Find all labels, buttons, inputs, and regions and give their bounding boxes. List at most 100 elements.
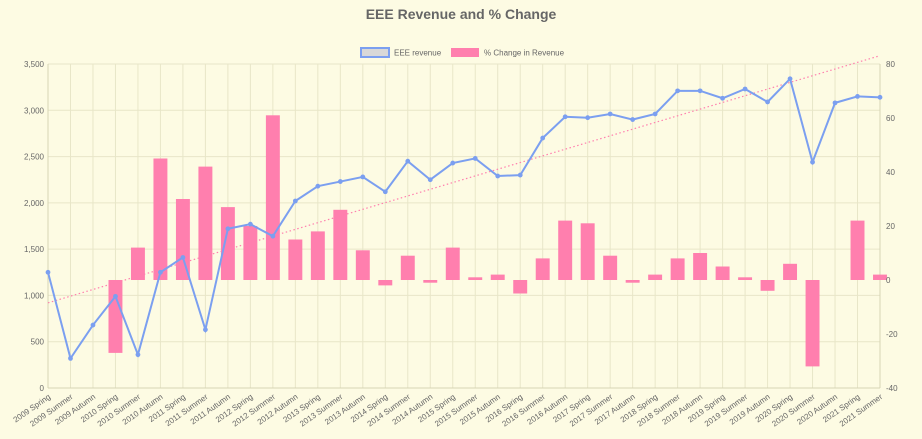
bar[interactable] (850, 220, 865, 280)
bar[interactable] (603, 255, 618, 280)
trendline-layer (47, 55, 881, 304)
chart-title: EEE Revenue and % Change (366, 6, 557, 22)
line-point[interactable] (247, 221, 253, 227)
right-tick-label: 20 (886, 222, 895, 231)
bar[interactable] (738, 277, 753, 280)
legend-label-change: % Change in Revenue (484, 49, 565, 58)
bar[interactable] (265, 115, 280, 280)
bar[interactable] (423, 280, 438, 283)
line-point[interactable] (630, 117, 636, 122)
line-point[interactable] (68, 355, 73, 361)
line-point[interactable] (832, 100, 838, 106)
left-tick-label: 2,500 (24, 153, 45, 162)
bar[interactable] (760, 280, 775, 291)
bar[interactable] (355, 250, 370, 280)
line-point[interactable] (90, 322, 96, 328)
left-axis: 0 500 1,000 1,500 2,000 2,500 3,000 3,500 (24, 60, 45, 393)
line-point[interactable] (382, 189, 388, 195)
bar[interactable] (783, 263, 798, 280)
line-point[interactable] (292, 198, 298, 204)
line-point[interactable] (225, 226, 231, 232)
left-tick-label: 1,500 (24, 245, 45, 254)
bar[interactable] (693, 253, 708, 280)
bar[interactable] (558, 220, 573, 280)
line-point[interactable] (540, 135, 546, 141)
left-tick-label: 0 (40, 384, 45, 393)
line-point[interactable] (585, 115, 591, 121)
bar[interactable] (378, 280, 393, 286)
legend-swatch-revenue (360, 47, 390, 58)
bar[interactable] (670, 258, 685, 280)
line-point[interactable] (315, 183, 321, 189)
line-point[interactable] (855, 94, 860, 99)
bar-series (108, 115, 887, 367)
line-point[interactable] (158, 269, 163, 275)
line-point[interactable] (562, 114, 568, 120)
bar[interactable] (130, 247, 145, 280)
bar[interactable] (175, 199, 190, 280)
line-point[interactable] (203, 327, 208, 333)
line-point[interactable] (427, 177, 433, 183)
bar[interactable] (445, 247, 460, 280)
bar[interactable] (715, 266, 730, 281)
line-point[interactable] (270, 233, 276, 239)
bar[interactable] (243, 226, 258, 280)
line-point[interactable] (495, 173, 501, 179)
line-point[interactable] (450, 160, 456, 166)
left-tick-label: 2,000 (24, 199, 45, 208)
line-point[interactable] (765, 99, 770, 105)
line-point[interactable] (877, 94, 883, 100)
line-point[interactable] (113, 293, 118, 299)
line-point[interactable] (720, 95, 725, 101)
bar[interactable] (648, 274, 663, 280)
bar[interactable] (873, 274, 887, 280)
bar[interactable] (310, 231, 325, 280)
bar[interactable] (288, 239, 303, 281)
line-point[interactable] (180, 255, 186, 260)
bar[interactable] (580, 223, 595, 280)
bar[interactable] (153, 158, 168, 281)
bar[interactable] (490, 274, 505, 280)
line-point[interactable] (742, 86, 748, 92)
legend-label-revenue: EEE revenue (394, 49, 442, 58)
line-point[interactable] (45, 269, 51, 275)
trendline (47, 55, 881, 304)
bar[interactable] (220, 207, 235, 280)
bar[interactable] (513, 280, 528, 294)
bar[interactable] (198, 166, 213, 280)
line-point[interactable] (697, 88, 703, 94)
line-point[interactable] (675, 88, 681, 94)
line-series (45, 76, 883, 361)
line-point[interactable] (517, 172, 523, 178)
line-point[interactable] (652, 111, 658, 117)
right-tick-label: 80 (886, 60, 895, 69)
right-tick-label: -40 (886, 384, 898, 393)
bar[interactable] (535, 258, 550, 280)
legend-item-revenue[interactable]: EEE revenue (360, 47, 442, 58)
line-point[interactable] (607, 111, 613, 117)
left-tick-label: 3,000 (24, 106, 45, 115)
right-tick-label: 40 (886, 168, 895, 177)
bar[interactable] (400, 255, 415, 280)
line-point[interactable] (135, 352, 141, 358)
line-point[interactable] (337, 179, 343, 184)
bar[interactable] (333, 209, 348, 280)
line-point[interactable] (360, 174, 366, 180)
revenue-line (47, 76, 881, 361)
grid (47, 63, 881, 389)
right-axis: -40 -20 0 20 40 60 80 (886, 60, 898, 393)
bar[interactable] (625, 280, 640, 283)
legend-item-change[interactable]: % Change in Revenue (451, 48, 565, 58)
legend-swatch-change (451, 48, 479, 57)
bar[interactable] (468, 277, 483, 280)
left-tick-label: 500 (31, 338, 45, 347)
line-point[interactable] (810, 159, 815, 165)
right-tick-label: 60 (886, 114, 895, 123)
bar[interactable] (108, 280, 123, 353)
line-point[interactable] (405, 158, 411, 164)
bar[interactable] (805, 280, 820, 367)
line-point[interactable] (472, 156, 478, 161)
line-point[interactable] (787, 76, 793, 82)
